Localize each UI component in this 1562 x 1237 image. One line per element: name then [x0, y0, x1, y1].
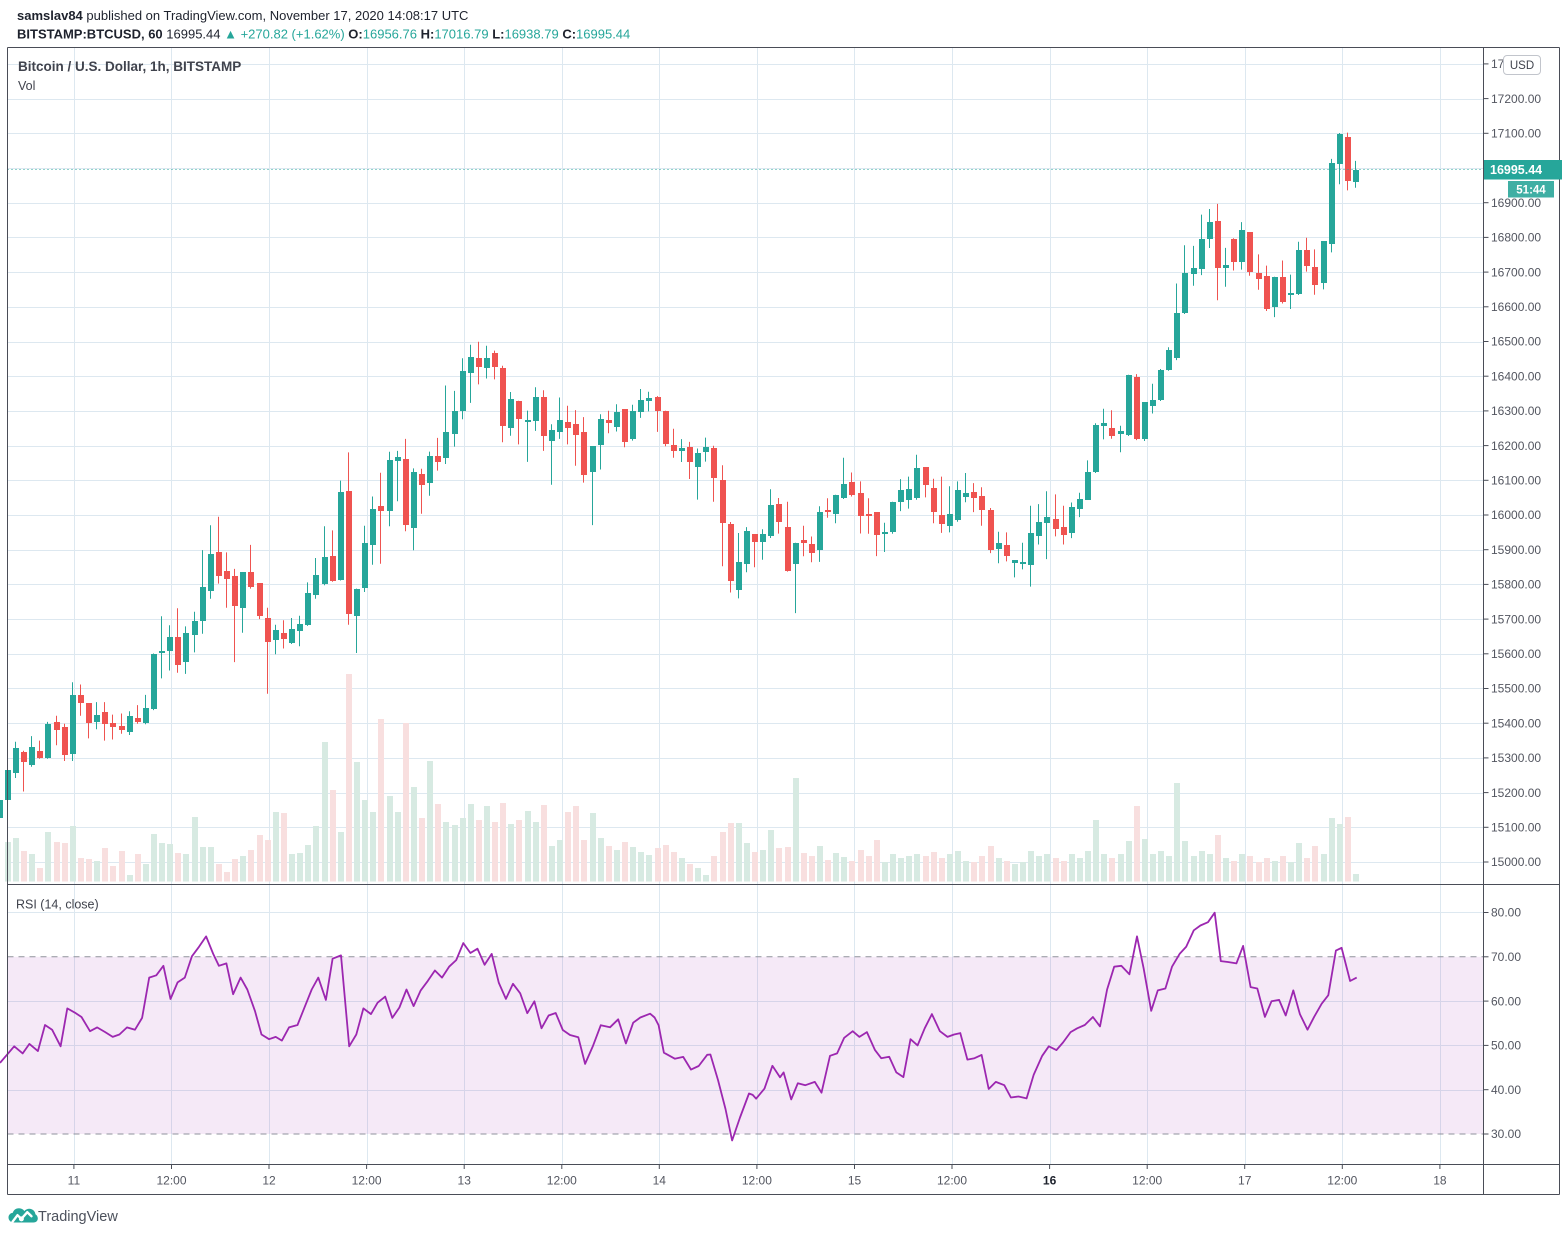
svg-text:16200.00: 16200.00: [1491, 439, 1541, 453]
svg-text:50.00: 50.00: [1491, 1039, 1521, 1053]
svg-text:40.00: 40.00: [1491, 1083, 1521, 1097]
svg-text:12: 12: [262, 1174, 276, 1188]
svg-text:TradingView: TradingView: [38, 1209, 118, 1225]
svg-text:11: 11: [68, 1174, 81, 1188]
svg-text:17200.00: 17200.00: [1491, 92, 1541, 106]
svg-text:16100.00: 16100.00: [1491, 474, 1541, 488]
svg-text:15200.00: 15200.00: [1491, 786, 1541, 800]
svg-text:12:00: 12:00: [937, 1174, 967, 1188]
svg-text:16000.00: 16000.00: [1491, 508, 1541, 522]
svg-text:15800.00: 15800.00: [1491, 578, 1541, 592]
svg-text:13: 13: [458, 1174, 472, 1188]
svg-text:12:00: 12:00: [156, 1174, 186, 1188]
svg-text:samslav84 published on Trading: samslav84 published on TradingView.com, …: [17, 8, 468, 23]
svg-text:12:00: 12:00: [742, 1174, 772, 1188]
svg-text:16900.00: 16900.00: [1491, 196, 1541, 210]
svg-text:17100.00: 17100.00: [1491, 127, 1541, 141]
svg-text:12:00: 12:00: [1132, 1174, 1162, 1188]
svg-text:15900.00: 15900.00: [1491, 543, 1541, 557]
svg-text:16995.44: 16995.44: [1490, 163, 1542, 177]
svg-text:14: 14: [653, 1174, 667, 1188]
svg-text:BITSTAMP:BTCUSD, 60 16995.44: BITSTAMP:BTCUSD, 60 16995.44 ▲ +270.82 (…: [17, 27, 630, 42]
svg-text:RSI (14, close): RSI (14, close): [16, 898, 99, 912]
svg-text:60.00: 60.00: [1491, 994, 1521, 1008]
svg-text:Bitcoin / U.S. Dollar, 1h, BIT: Bitcoin / U.S. Dollar, 1h, BITSTAMP: [18, 59, 241, 74]
svg-text:USD: USD: [1510, 60, 1534, 72]
svg-text:16400.00: 16400.00: [1491, 369, 1541, 383]
svg-text:15500.00: 15500.00: [1491, 682, 1541, 696]
svg-text:15000.00: 15000.00: [1491, 855, 1541, 869]
svg-text:15600.00: 15600.00: [1491, 647, 1541, 661]
svg-text:15100.00: 15100.00: [1491, 821, 1541, 835]
svg-text:15: 15: [848, 1174, 862, 1188]
svg-text:12:00: 12:00: [1327, 1174, 1357, 1188]
svg-text:16800.00: 16800.00: [1491, 231, 1541, 245]
svg-text:12:00: 12:00: [547, 1174, 577, 1188]
svg-text:16300.00: 16300.00: [1491, 404, 1541, 418]
svg-text:18: 18: [1433, 1174, 1447, 1188]
svg-text:70.00: 70.00: [1491, 950, 1521, 964]
svg-text:16700.00: 16700.00: [1491, 265, 1541, 279]
svg-text:16500.00: 16500.00: [1491, 335, 1541, 349]
svg-text:15400.00: 15400.00: [1491, 716, 1541, 730]
svg-text:16600.00: 16600.00: [1491, 300, 1541, 314]
svg-text:15700.00: 15700.00: [1491, 612, 1541, 626]
svg-text:51:44: 51:44: [1516, 185, 1546, 197]
svg-text:12:00: 12:00: [352, 1174, 382, 1188]
svg-text:Vol: Vol: [18, 79, 35, 93]
svg-text:15300.00: 15300.00: [1491, 751, 1541, 765]
svg-text:30.00: 30.00: [1491, 1127, 1521, 1141]
svg-text:17: 17: [1238, 1174, 1252, 1188]
svg-text:16: 16: [1043, 1174, 1057, 1188]
svg-text:80.00: 80.00: [1491, 906, 1521, 920]
